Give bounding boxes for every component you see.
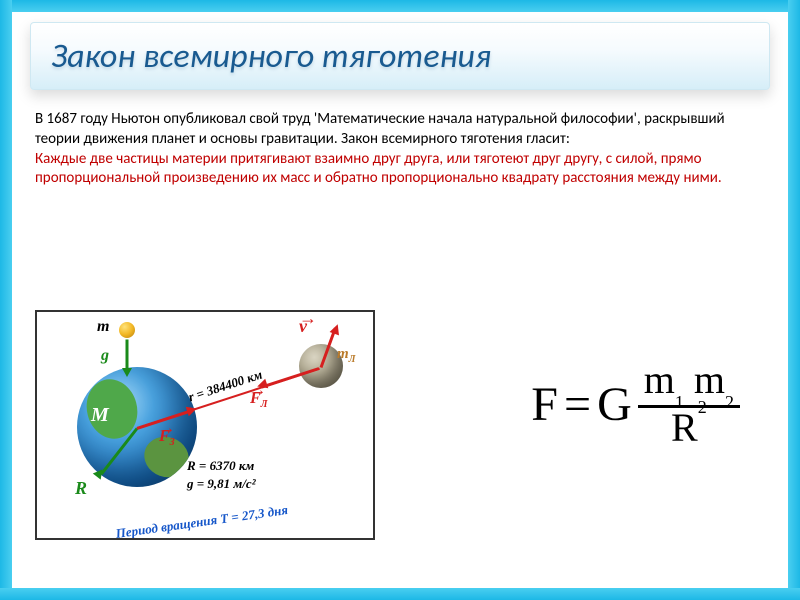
lbl-F3: FЗ→ [159, 428, 175, 448]
lbl-mL: mЛ [337, 346, 356, 365]
lbl-R: R [75, 478, 87, 499]
formula-s1: 1 [675, 392, 684, 412]
frame-right [788, 0, 800, 600]
intro-text: В 1687 году Ньютон опубликовал свой труд… [35, 110, 725, 148]
law-text: Каждые две частицы материи притягивают в… [35, 150, 722, 188]
frame-top [0, 0, 800, 12]
test-mass-ball [119, 322, 135, 338]
formula-s2: 2 [725, 392, 734, 412]
gravitation-diagram: m g M R v→ mЛ FЛ→ FЗ→ r = 384400 км R = … [35, 310, 375, 540]
lbl-M: M [91, 404, 109, 427]
formula-eq: = [564, 377, 591, 432]
formula-m2: m [694, 357, 725, 402]
body-text: В 1687 году Ньютон опубликовал свой труд… [35, 110, 765, 189]
lbl-m: m [97, 318, 109, 336]
lbl-g-val: g = 9,81 м/с² [187, 476, 256, 492]
formula-G: G [597, 377, 632, 432]
page-title: Закон всемирного тяготения [51, 36, 491, 77]
lbl-g: g [101, 347, 109, 365]
formula-denominator: R2 [665, 408, 713, 448]
lbl-v: v→ [299, 316, 307, 337]
frame-bottom [0, 588, 800, 600]
formula-m1: m [644, 357, 675, 402]
formula-sR: 2 [698, 397, 707, 417]
formula-F: F [531, 377, 558, 432]
lbl-R-val: R = 6370 км [187, 458, 254, 474]
formula-numerator: m1 m2 [638, 360, 740, 405]
title-bar: Закон всемирного тяготения [30, 22, 770, 90]
formula-fraction: m1 m2 R2 [638, 360, 740, 448]
frame-left [0, 0, 12, 600]
gravitation-formula: F = G m1 m2 R2 [531, 360, 740, 448]
lbl-FL: FЛ→ [250, 390, 268, 410]
